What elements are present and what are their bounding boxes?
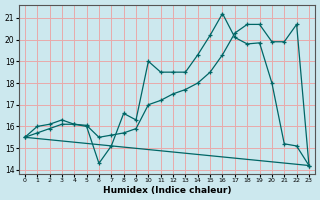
X-axis label: Humidex (Indice chaleur): Humidex (Indice chaleur) <box>103 186 231 195</box>
